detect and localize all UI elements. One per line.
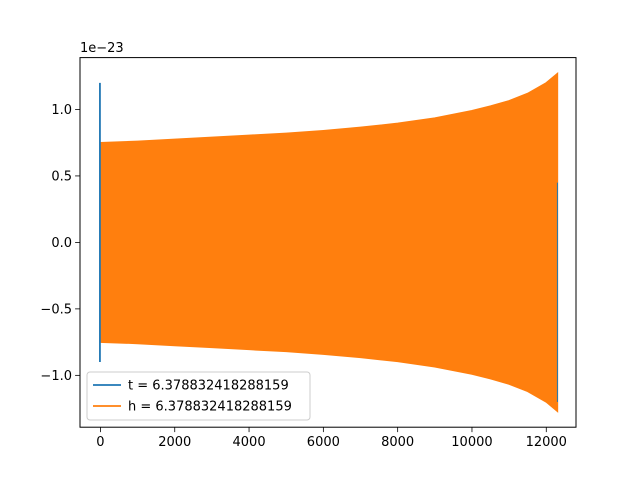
x-tick-label: 6000 — [307, 435, 340, 450]
plot-area — [99, 71, 559, 413]
x-tick-label: 2000 — [158, 435, 191, 450]
x-tick-label: 4000 — [233, 435, 266, 450]
series-h-waveform — [99, 71, 559, 413]
y-tick-label: −1.0 — [40, 369, 72, 384]
x-axis: 0 2000 4000 6000 8000 10000 12000 — [96, 427, 567, 450]
y-tick-label: −0.5 — [40, 302, 72, 317]
x-tick-label: 0 — [96, 435, 104, 450]
x-tick-label: 10000 — [451, 435, 492, 450]
y-tick-label: 0.5 — [51, 169, 72, 184]
x-tick-label: 8000 — [381, 435, 414, 450]
y-tick-label: 0.0 — [51, 236, 72, 251]
legend-box — [86, 371, 311, 421]
legend: t = 6.378832418288159 h = 6.3788324182881… — [86, 371, 311, 421]
y-tick-label: 1.0 — [51, 103, 72, 118]
legend-label: t = 6.378832418288159 — [128, 379, 289, 394]
y-axis: −1.0 −0.5 0.0 0.5 1.0 — [40, 103, 80, 384]
y-offset-label: 1e−23 — [80, 41, 124, 56]
legend-label: h = 6.378832418288159 — [128, 400, 292, 415]
x-tick-label: 12000 — [526, 435, 567, 450]
